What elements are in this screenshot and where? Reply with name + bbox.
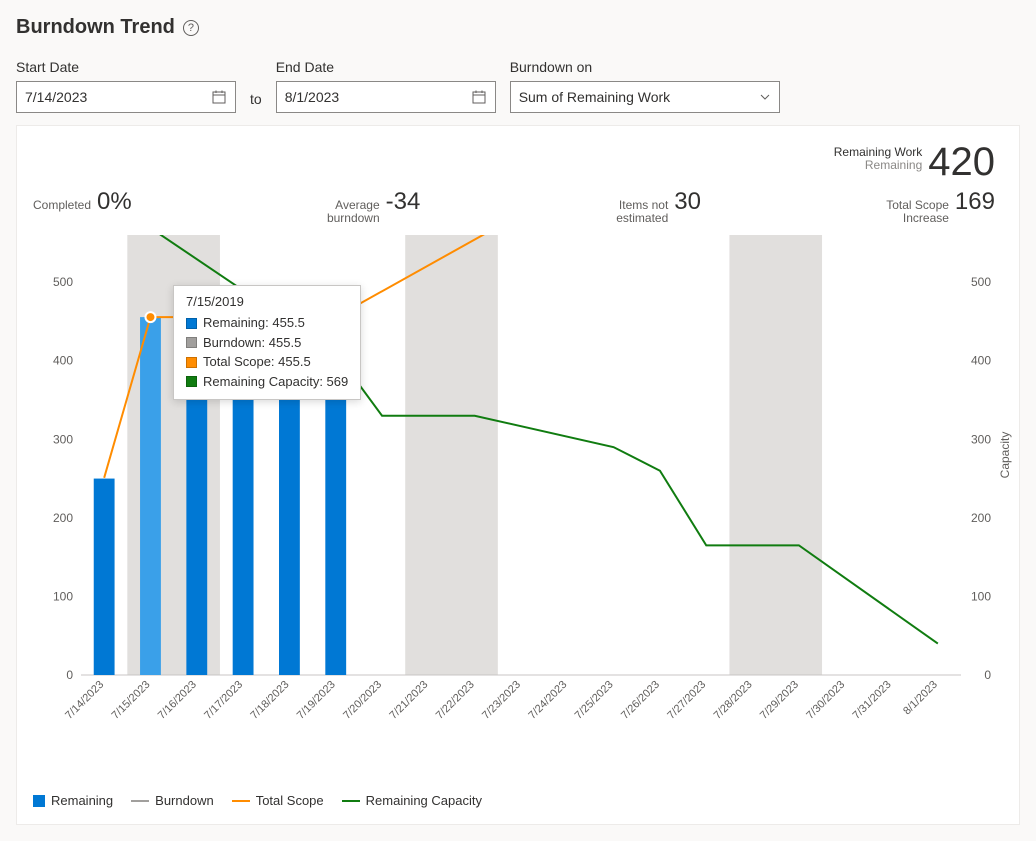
legend-swatch: [342, 800, 360, 802]
help-icon[interactable]: ?: [183, 20, 199, 36]
svg-text:0: 0: [984, 668, 991, 682]
start-date-label: Start Date: [16, 59, 236, 75]
completed-metric: Completed 0%: [33, 188, 132, 225]
metric-label: Completed: [33, 199, 91, 212]
svg-text:500: 500: [971, 276, 991, 290]
chart-legend: Remaining Burndown Total Scope Remaining…: [33, 793, 995, 808]
svg-text:7/16/2023: 7/16/2023: [156, 679, 199, 722]
svg-text:7/14/2023: 7/14/2023: [63, 679, 106, 722]
svg-text:0: 0: [66, 668, 73, 682]
avg-burndown-metric: Average burndown -34: [300, 188, 421, 225]
chart-area: 01002003004005000100200300400500Capacity…: [33, 235, 995, 775]
burndown-on-select[interactable]: Sum of Remaining Work: [510, 81, 780, 113]
not-estimated-metric: Items not estimated 30: [588, 188, 701, 225]
calendar-icon: [211, 89, 227, 105]
start-date-value: 7/14/2023: [25, 89, 87, 105]
metric-value: 0%: [97, 188, 132, 216]
legend-label: Remaining Capacity: [366, 793, 482, 808]
legend-label: Burndown: [155, 793, 214, 808]
end-date-label: End Date: [276, 59, 496, 75]
to-label: to: [250, 91, 262, 113]
svg-text:7/15/2023: 7/15/2023: [110, 679, 153, 722]
scope-increase-metric: Total Scope Increase 169: [869, 188, 995, 225]
big-metric-row: Remaining Work Remaining 420: [33, 142, 995, 182]
svg-text:7/27/2023: 7/27/2023: [665, 679, 708, 722]
legend-total-scope[interactable]: Total Scope: [232, 793, 324, 808]
legend-swatch: [232, 800, 250, 802]
svg-text:7/22/2023: 7/22/2023: [434, 679, 477, 722]
svg-text:300: 300: [53, 433, 73, 447]
svg-text:100: 100: [971, 590, 991, 604]
svg-text:200: 200: [971, 511, 991, 525]
chevron-down-icon: [759, 91, 771, 103]
svg-text:7/18/2023: 7/18/2023: [248, 679, 291, 722]
legend-burndown[interactable]: Burndown: [131, 793, 214, 808]
start-date-group: Start Date 7/14/2023: [16, 59, 236, 113]
remaining-work-metric: Remaining Work Remaining 420: [834, 142, 995, 182]
svg-text:7/21/2023: 7/21/2023: [387, 679, 430, 722]
burndown-on-group: Burndown on Sum of Remaining Work: [510, 59, 780, 113]
metric-value: 30: [674, 188, 701, 216]
svg-text:500: 500: [53, 276, 73, 290]
small-metrics-row: Completed 0% Average burndown -34 Items …: [33, 188, 995, 225]
legend-remaining[interactable]: Remaining: [33, 793, 113, 808]
svg-text:400: 400: [53, 354, 73, 368]
end-date-group: End Date 8/1/2023: [276, 59, 496, 113]
svg-text:7/28/2023: 7/28/2023: [712, 679, 755, 722]
svg-text:7/30/2023: 7/30/2023: [804, 679, 847, 722]
svg-text:Capacity: Capacity: [998, 432, 1012, 479]
legend-capacity[interactable]: Remaining Capacity: [342, 793, 482, 808]
start-date-input[interactable]: 7/14/2023: [16, 81, 236, 113]
chart-panel: Remaining Work Remaining 420 Completed 0…: [16, 125, 1020, 825]
legend-label: Total Scope: [256, 793, 324, 808]
metric-value: 169: [955, 188, 995, 216]
end-date-input[interactable]: 8/1/2023: [276, 81, 496, 113]
svg-text:7/23/2023: 7/23/2023: [480, 679, 523, 722]
page-title: Burndown Trend: [16, 16, 175, 39]
metric-label: Items not estimated: [588, 199, 668, 225]
svg-text:7/19/2023: 7/19/2023: [295, 679, 338, 722]
svg-text:8/1/2023: 8/1/2023: [901, 679, 940, 718]
metric-label: Average burndown: [300, 199, 380, 225]
svg-text:7/17/2023: 7/17/2023: [202, 679, 245, 722]
header: Burndown Trend ?: [16, 16, 1020, 39]
svg-text:7/25/2023: 7/25/2023: [573, 679, 616, 722]
burndown-chart[interactable]: 0 100 200 300 400 500 0 100 200 300 400 500 Capacity…: [33, 235, 1013, 775]
metric-value: -34: [386, 188, 421, 216]
calendar-icon: [471, 89, 487, 105]
controls-row: Start Date 7/14/2023 to End Date 8/1/202…: [16, 59, 1020, 113]
big-metric-label2: Remaining: [865, 159, 922, 172]
svg-text:200: 200: [53, 511, 73, 525]
svg-text:7/31/2023: 7/31/2023: [851, 679, 894, 722]
svg-text:7/20/2023: 7/20/2023: [341, 679, 384, 722]
svg-text:300: 300: [971, 433, 991, 447]
legend-label: Remaining: [51, 793, 113, 808]
end-date-value: 8/1/2023: [285, 89, 340, 105]
svg-text:7/24/2023: 7/24/2023: [526, 679, 569, 722]
svg-text:7/29/2023: 7/29/2023: [758, 679, 801, 722]
metric-label: Total Scope Increase: [869, 199, 949, 225]
burndown-on-label: Burndown on: [510, 59, 780, 75]
svg-text:7/26/2023: 7/26/2023: [619, 679, 662, 722]
legend-swatch: [33, 795, 45, 807]
svg-text:400: 400: [971, 354, 991, 368]
svg-text:100: 100: [53, 590, 73, 604]
burndown-on-value: Sum of Remaining Work: [519, 89, 670, 105]
legend-swatch: [131, 800, 149, 802]
big-metric-value: 420: [928, 142, 995, 182]
